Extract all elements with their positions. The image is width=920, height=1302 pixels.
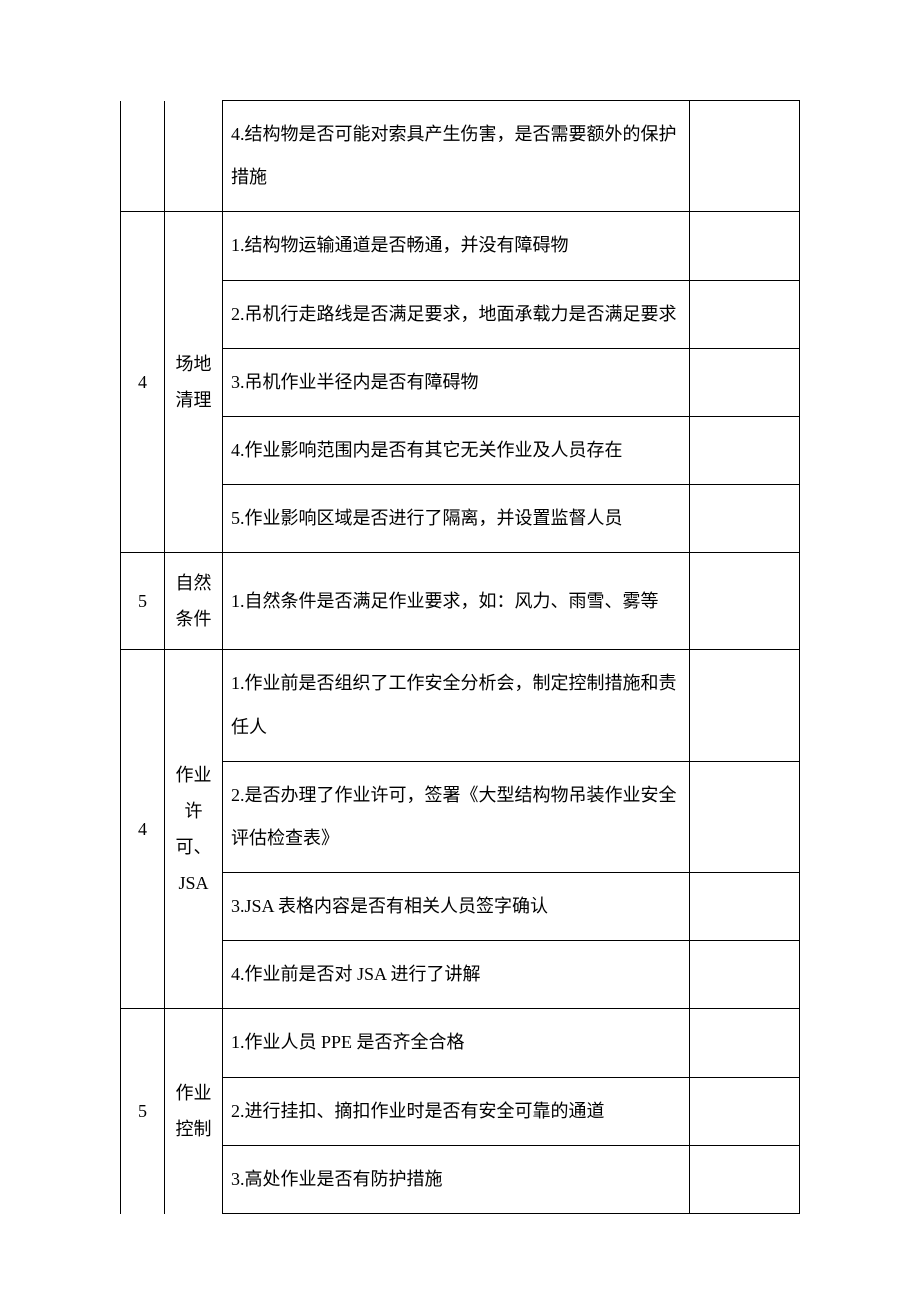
row-check — [690, 212, 800, 280]
row-check — [690, 941, 800, 1009]
table-row: 4作业许可、JSA1.作业前是否组织了工作安全分析会，制定控制措施和责任人 — [121, 650, 800, 761]
row-check — [690, 761, 800, 872]
table-row: 5.作业影响区域是否进行了隔离，并设置监督人员 — [121, 485, 800, 553]
row-description: 4.作业前是否对 JSA 进行了讲解 — [223, 941, 690, 1009]
table-row: 5作业控制1.作业人员 PPE 是否齐全合格 — [121, 1009, 800, 1077]
row-check — [690, 485, 800, 553]
row-category: 作业控制 — [165, 1009, 223, 1214]
row-category: 作业许可、JSA — [165, 650, 223, 1009]
table-row: 4.作业影响范围内是否有其它无关作业及人员存在 — [121, 416, 800, 484]
row-number: 4 — [121, 650, 165, 1009]
row-check — [690, 416, 800, 484]
row-category: 场地清理 — [165, 212, 223, 553]
table-row: 2.吊机行走路线是否满足要求，地面承载力是否满足要求 — [121, 280, 800, 348]
row-description: 4.结构物是否可能对索具产生伤害，是否需要额外的保护措施 — [223, 101, 690, 212]
row-check — [690, 348, 800, 416]
row-description: 1.自然条件是否满足作业要求，如：风力、雨雪、雾等 — [223, 553, 690, 650]
row-description: 1.作业人员 PPE 是否齐全合格 — [223, 1009, 690, 1077]
row-description: 1.作业前是否组织了工作安全分析会，制定控制措施和责任人 — [223, 650, 690, 761]
row-description: 3.高处作业是否有防护措施 — [223, 1145, 690, 1213]
row-description: 2.是否办理了作业许可，签署《大型结构物吊装作业安全评估检查表》 — [223, 761, 690, 872]
table-row: 3.高处作业是否有防护措施 — [121, 1145, 800, 1213]
row-category: 自然条件 — [165, 553, 223, 650]
row-number: 5 — [121, 1009, 165, 1214]
row-check — [690, 553, 800, 650]
row-category — [165, 101, 223, 212]
table-row: 3.吊机作业半径内是否有障碍物 — [121, 348, 800, 416]
row-check — [690, 1077, 800, 1145]
table-row: 4.结构物是否可能对索具产生伤害，是否需要额外的保护措施 — [121, 101, 800, 212]
table-row: 5自然条件1.自然条件是否满足作业要求，如：风力、雨雪、雾等 — [121, 553, 800, 650]
row-description: 4.作业影响范围内是否有其它无关作业及人员存在 — [223, 416, 690, 484]
row-check — [690, 1145, 800, 1213]
table-row: 2.是否办理了作业许可，签署《大型结构物吊装作业安全评估检查表》 — [121, 761, 800, 872]
row-check — [690, 873, 800, 941]
row-description: 3.JSA 表格内容是否有相关人员签字确认 — [223, 873, 690, 941]
row-description: 3.吊机作业半径内是否有障碍物 — [223, 348, 690, 416]
row-description: 1.结构物运输通道是否畅通，并没有障碍物 — [223, 212, 690, 280]
row-number: 5 — [121, 553, 165, 650]
checklist-table: 4.结构物是否可能对索具产生伤害，是否需要额外的保护措施4场地清理1.结构物运输… — [120, 100, 800, 1214]
row-description: 2.进行挂扣、摘扣作业时是否有安全可靠的通道 — [223, 1077, 690, 1145]
row-number: 4 — [121, 212, 165, 553]
row-description: 5.作业影响区域是否进行了隔离，并设置监督人员 — [223, 485, 690, 553]
row-number — [121, 101, 165, 212]
table-row: 2.进行挂扣、摘扣作业时是否有安全可靠的通道 — [121, 1077, 800, 1145]
row-check — [690, 101, 800, 212]
row-check — [690, 650, 800, 761]
row-description: 2.吊机行走路线是否满足要求，地面承载力是否满足要求 — [223, 280, 690, 348]
table-row: 3.JSA 表格内容是否有相关人员签字确认 — [121, 873, 800, 941]
row-check — [690, 280, 800, 348]
table-row: 4场地清理1.结构物运输通道是否畅通，并没有障碍物 — [121, 212, 800, 280]
row-check — [690, 1009, 800, 1077]
table-row: 4.作业前是否对 JSA 进行了讲解 — [121, 941, 800, 1009]
